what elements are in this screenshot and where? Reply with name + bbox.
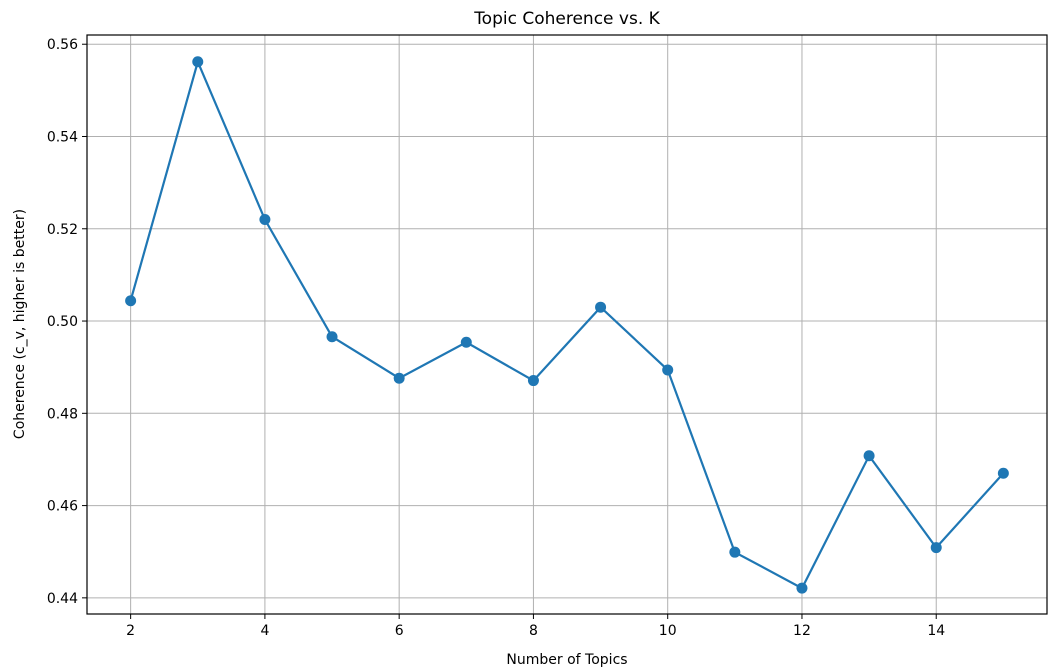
y-tick-label: 0.46 — [47, 499, 78, 515]
y-tick-label: 0.50 — [47, 314, 78, 330]
x-tick-label: 8 — [529, 623, 538, 639]
y-tick-label: 0.56 — [47, 37, 78, 53]
x-tick-label: 4 — [260, 623, 269, 639]
data-point — [997, 467, 1009, 479]
y-axis-label: Coherence (c_v, higher is better) — [12, 209, 28, 439]
data-point — [259, 214, 271, 226]
x-tick-label: 10 — [659, 623, 677, 639]
data-point — [595, 301, 607, 313]
data-point — [393, 372, 405, 384]
data-point — [527, 375, 539, 387]
y-tick-label: 0.54 — [47, 129, 78, 145]
data-point — [930, 542, 942, 554]
data-point — [125, 295, 137, 307]
data-point — [192, 56, 204, 68]
y-tick-label: 0.44 — [47, 591, 78, 607]
axis-ticks: 2 4 6 8 10 12 14 0.44 0.46 0.48 0.50 0.52 0.54 0.56 — [47, 37, 945, 639]
x-tick-label: 14 — [927, 623, 945, 639]
series-coherence — [125, 56, 1009, 594]
grid-lines — [87, 35, 1047, 614]
x-tick-label: 6 — [395, 623, 404, 639]
x-tick-label: 2 — [126, 623, 135, 639]
x-axis-label: Number of Topics — [506, 652, 627, 668]
y-tick-label: 0.52 — [47, 222, 78, 238]
data-point — [729, 546, 741, 558]
series-line — [129, 58, 1005, 590]
chart-title: Topic Coherence vs. K — [473, 9, 660, 29]
data-point — [863, 450, 875, 462]
data-point — [460, 336, 472, 348]
data-point — [662, 364, 674, 376]
x-tick-label: 12 — [793, 623, 811, 639]
data-point — [326, 331, 338, 343]
y-tick-label: 0.48 — [47, 406, 78, 422]
data-point — [796, 582, 808, 594]
plot-frame — [86, 34, 1048, 615]
